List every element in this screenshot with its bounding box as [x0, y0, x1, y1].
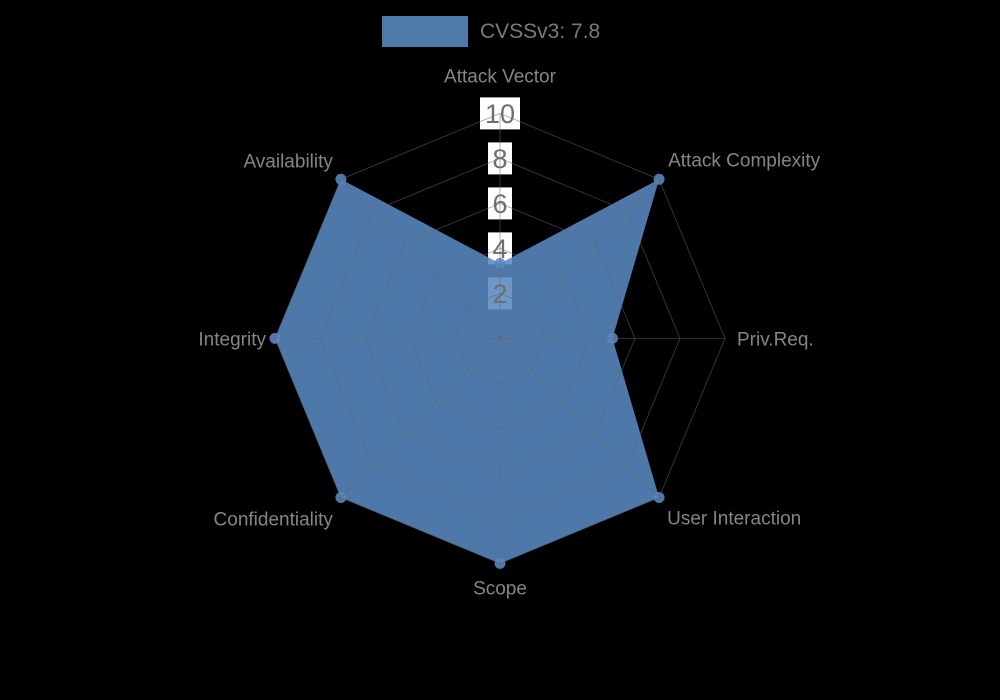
tick-label-4: 4 — [492, 234, 507, 264]
axis-label-integrity: Integrity — [198, 329, 266, 350]
axis-spoke-confidentiality — [340, 338, 501, 498]
axis-spoke-user-interaction — [499, 338, 660, 498]
axis-label-priv-req: Priv.Req. — [737, 329, 814, 350]
legend: CVSSv3: 7.8 — [382, 16, 600, 47]
axis-label-scope: Scope — [473, 578, 527, 599]
axis-label-attack-complexity: Attack Complexity — [668, 150, 821, 171]
axis-label-availability: Availability — [243, 151, 333, 172]
grid — [274, 112, 726, 564]
legend-swatch — [382, 16, 468, 47]
axis-spoke-attack-complexity — [499, 178, 660, 339]
tick-label-2: 2 — [492, 279, 507, 309]
axis-spoke-availability — [340, 178, 501, 339]
tick-label-8: 8 — [492, 144, 507, 174]
tick-label-6: 6 — [492, 189, 507, 219]
axis-label-user-interaction: User Interaction — [667, 509, 801, 530]
axis-label-attack-vector: Attack Vector — [444, 66, 557, 87]
legend-label: CVSSv3: 7.8 — [480, 20, 601, 43]
tick-label-10: 10 — [485, 99, 515, 129]
axis-label-confidentiality: Confidentiality — [214, 510, 334, 531]
